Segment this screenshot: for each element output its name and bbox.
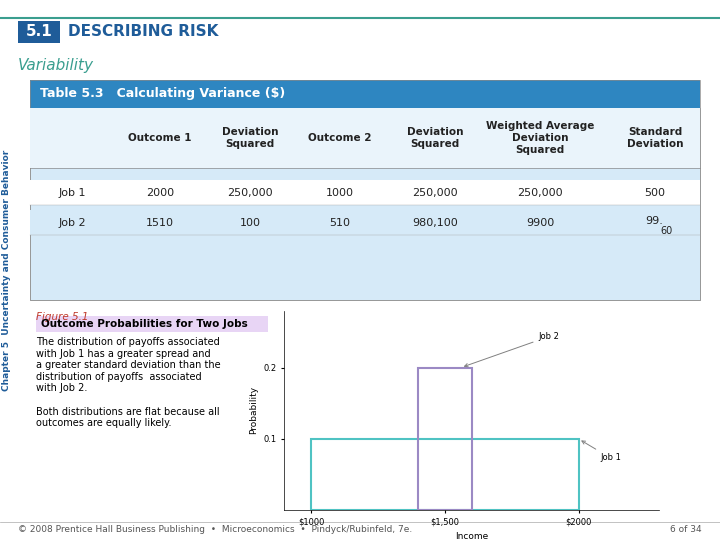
Text: Deviation
Squared: Deviation Squared [407,127,463,149]
Text: 5.1: 5.1 [26,24,53,39]
FancyBboxPatch shape [18,21,60,43]
FancyBboxPatch shape [30,210,700,235]
Text: Weighted Average
Deviation
Squared: Weighted Average Deviation Squared [486,122,594,154]
Text: 99.: 99. [645,216,663,226]
Text: 500: 500 [644,188,665,198]
Text: Variability: Variability [18,58,94,73]
Text: 1510: 1510 [146,218,174,228]
Text: Outcome Probabilities for Two Jobs: Outcome Probabilities for Two Jobs [41,319,248,329]
FancyBboxPatch shape [30,180,700,205]
Text: Standard
Deviation: Standard Deviation [626,127,683,149]
Text: 1000: 1000 [326,188,354,198]
Text: © 2008 Prentice Hall Business Publishing  •  Microeconomics  •  Pindyck/Rubinfel: © 2008 Prentice Hall Business Publishing… [18,525,413,535]
Text: 250,000: 250,000 [228,188,273,198]
Text: 250,000: 250,000 [412,188,458,198]
Text: Deviation
Squared: Deviation Squared [222,127,278,149]
Text: 980,100: 980,100 [412,218,458,228]
Text: 9900: 9900 [526,218,554,228]
Text: Job 1: Job 1 [58,188,86,198]
Text: Figure 5.1: Figure 5.1 [36,312,89,322]
Text: Job 2: Job 2 [58,218,86,228]
Text: Outcome 2: Outcome 2 [308,133,372,143]
Y-axis label: Probability: Probability [249,386,258,435]
Text: Job 2: Job 2 [464,332,559,367]
Text: 60: 60 [661,226,673,236]
Text: 100: 100 [240,218,261,228]
Text: The distribution of payoffs associated
with Job 1 has a greater spread and
a gre: The distribution of payoffs associated w… [36,337,220,428]
Text: 250,000: 250,000 [517,188,563,198]
Text: Chapter 5  Uncertainty and Consumer Behavior: Chapter 5 Uncertainty and Consumer Behav… [2,150,12,390]
Text: 6 of 34: 6 of 34 [670,525,702,535]
FancyBboxPatch shape [30,108,700,168]
Bar [311,439,579,510]
Text: DESCRIBING RISK: DESCRIBING RISK [68,24,218,39]
Bar [418,368,472,510]
Text: Table 5.3   Calculating Variance ($): Table 5.3 Calculating Variance ($) [40,87,285,100]
Text: Outcome 1: Outcome 1 [128,133,192,143]
FancyBboxPatch shape [30,80,700,108]
FancyBboxPatch shape [36,316,268,332]
Text: 510: 510 [330,218,351,228]
Text: Job 1: Job 1 [582,441,621,462]
FancyBboxPatch shape [30,108,700,300]
Text: 2000: 2000 [146,188,174,198]
X-axis label: Income: Income [455,532,488,540]
